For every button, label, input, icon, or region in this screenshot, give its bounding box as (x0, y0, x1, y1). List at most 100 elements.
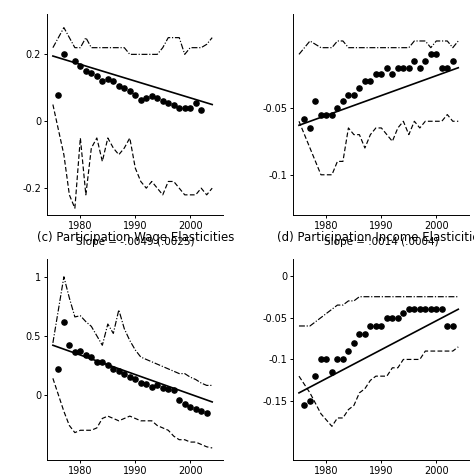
Point (203, 409, 210, 416)
Point (186, 403, 194, 410)
Point (361, 330, 369, 338)
Point (170, 101, 178, 109)
Point (339, 356, 346, 363)
Point (366, 322, 374, 330)
Point (323, 356, 330, 363)
Point (77, 347, 84, 355)
X-axis label: Slope = .0014 (.0004): Slope = .0014 (.0004) (324, 237, 438, 247)
Point (109, 365, 117, 373)
Point (421, 305, 429, 313)
Point (82, 351, 90, 358)
Point (306, 124, 314, 132)
Point (339, 97, 346, 105)
Point (164, 99, 172, 107)
Point (317, 356, 325, 363)
Point (175, 396, 183, 403)
Point (137, 96, 145, 103)
Point (334, 104, 341, 112)
Point (104, 362, 111, 369)
Point (65, 341, 73, 349)
Point (104, 76, 111, 83)
Point (131, 91, 139, 98)
Point (389, 314, 396, 321)
Point (416, 305, 424, 313)
Point (301, 401, 308, 409)
Point (93, 73, 100, 80)
Point (345, 347, 352, 355)
Point (148, 383, 155, 391)
Point (60, 51, 68, 58)
Point (356, 330, 363, 338)
Point (164, 385, 172, 393)
Point (345, 91, 352, 98)
Point (366, 77, 374, 85)
Point (449, 322, 456, 330)
Point (306, 398, 314, 405)
Point (356, 84, 363, 91)
Point (400, 64, 407, 72)
Point (410, 305, 418, 313)
Point (186, 104, 194, 112)
Point (154, 382, 161, 389)
Point (312, 97, 319, 105)
Point (389, 71, 396, 78)
Point (126, 374, 134, 381)
Point (317, 111, 325, 118)
Point (120, 84, 128, 91)
Point (181, 401, 189, 408)
Point (312, 373, 319, 380)
Point (427, 305, 435, 313)
Point (427, 51, 435, 58)
Point (143, 94, 150, 101)
Point (71, 348, 79, 356)
Point (444, 322, 451, 330)
Point (383, 314, 391, 321)
Point (115, 367, 123, 375)
Point (109, 77, 117, 85)
Point (328, 111, 336, 118)
Point (405, 305, 413, 313)
X-axis label: Slope = -.0049 (.0025): Slope = -.0049 (.0025) (76, 237, 194, 247)
Point (405, 64, 413, 72)
Text: (d) Participation Income Elasticities: (d) Participation Income Elasticities (277, 230, 474, 244)
Point (192, 405, 200, 413)
Point (197, 106, 205, 113)
Point (444, 64, 451, 72)
Point (71, 57, 79, 65)
Point (148, 92, 155, 100)
Point (372, 71, 380, 78)
Point (192, 99, 200, 107)
Point (432, 305, 440, 313)
Point (334, 356, 341, 363)
Point (60, 318, 68, 326)
Point (350, 339, 358, 346)
Point (438, 64, 446, 72)
Point (372, 322, 380, 330)
Point (394, 64, 401, 72)
Point (159, 384, 166, 392)
Point (88, 353, 95, 361)
Point (410, 57, 418, 65)
Point (93, 358, 100, 365)
Point (55, 91, 62, 98)
Point (115, 82, 123, 90)
Point (378, 322, 385, 330)
Point (394, 314, 401, 321)
Point (126, 87, 134, 95)
Point (55, 365, 62, 373)
Point (197, 408, 205, 415)
Point (175, 104, 183, 112)
Point (181, 104, 189, 112)
Point (170, 386, 178, 394)
Point (323, 111, 330, 118)
Point (82, 67, 90, 75)
Point (449, 57, 456, 65)
Point (99, 77, 106, 85)
Point (432, 51, 440, 58)
Point (131, 376, 139, 383)
Point (378, 71, 385, 78)
Point (416, 64, 424, 72)
Point (77, 62, 84, 70)
Point (421, 57, 429, 65)
Point (120, 370, 128, 377)
